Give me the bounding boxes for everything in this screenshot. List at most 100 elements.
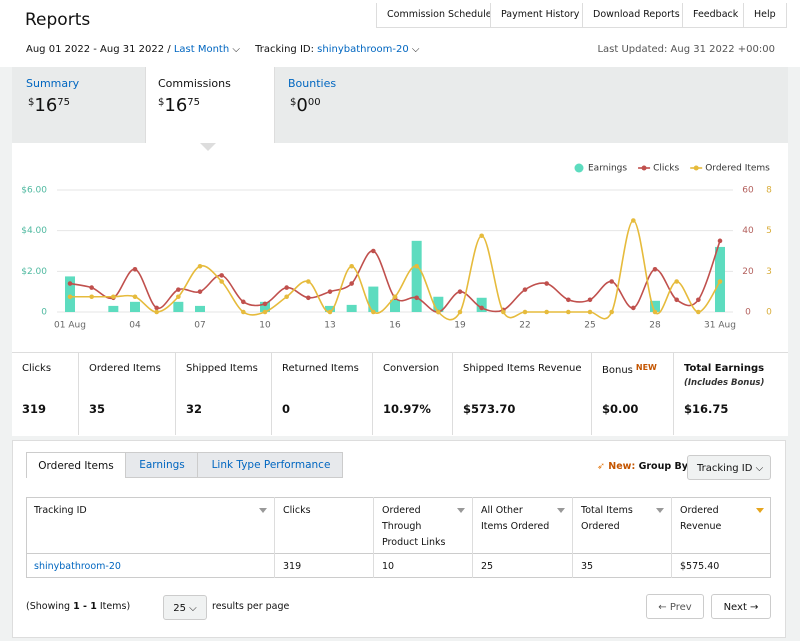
stat-value: 0 [282, 402, 291, 416]
tracking-label: Tracking ID: [255, 44, 314, 55]
point [349, 281, 354, 286]
report-tab[interactable]: Earnings [139, 459, 185, 471]
point [674, 297, 679, 303]
group-select[interactable]: Tracking ID ⌵ [687, 455, 771, 480]
nav-button[interactable]: Download Reports [582, 3, 691, 28]
table-cell[interactable]: shinybathroom-20 [34, 561, 121, 572]
point [197, 263, 203, 269]
table-cell: 25 [472, 553, 572, 578]
column-title: Tracking ID [34, 505, 87, 516]
whole: 16 [164, 95, 188, 116]
table-cell: 10 [373, 553, 472, 578]
page-title: Reports [25, 10, 91, 30]
point [457, 309, 463, 315]
legend-label: Ordered Items [705, 164, 770, 174]
point [89, 294, 94, 300]
column-header[interactable]: Clicks [274, 497, 373, 553]
currency: $ [28, 97, 35, 108]
point [414, 263, 419, 269]
tick-label: 5 [766, 226, 772, 236]
stat-label-text: Bonus [602, 365, 633, 376]
column-header[interactable]: Tracking ID [26, 497, 274, 553]
stat-value: $16.75 [684, 402, 729, 416]
tick-label: 60 [742, 186, 754, 196]
bar [368, 286, 379, 312]
chart: 0 $2.00 $4.00 $6.00 0 20 40 60 0 3 5 8 01 Aug 04 07 10 1… [12, 143, 788, 352]
sort-arrow [457, 508, 465, 513]
x-tick-label: 25 [584, 321, 595, 331]
prev-button[interactable]: ← Prev [646, 594, 704, 619]
table-cell: 35 [572, 553, 671, 578]
point [327, 309, 333, 315]
stat-note: (Includes Bonus) [684, 378, 765, 388]
new-badge: NEW [635, 363, 657, 372]
point [479, 233, 484, 239]
legend-label: Clicks [653, 164, 679, 174]
next-text: Next [723, 602, 747, 613]
sort-arrow [756, 508, 764, 513]
commissions-tab[interactable]: Commissions [158, 77, 231, 90]
bar [108, 305, 119, 312]
column-header[interactable]: Ordered Revenue [671, 497, 771, 553]
table-border [26, 497, 771, 578]
point [696, 297, 701, 303]
stat-label: Ordered Items [89, 363, 161, 374]
bar [411, 240, 422, 312]
nav-button[interactable]: Payment History [490, 3, 591, 28]
point [262, 301, 268, 307]
x-tick-label: 07 [194, 321, 205, 331]
bounties-tab[interactable]: Bounties [288, 77, 337, 90]
group-label: Group By: [638, 461, 692, 472]
report-tab[interactable]: Link Type Performance [197, 452, 344, 478]
point [544, 281, 549, 286]
point [609, 309, 614, 315]
legend-marker [574, 163, 584, 173]
bar [433, 296, 444, 312]
stat-cell: Total Earnings (Includes Bonus) $16.75 [673, 352, 789, 435]
stat-cell: Shipped Items Revenue $573.70 [452, 352, 592, 435]
point [479, 305, 484, 311]
x-tick-label: 28 [649, 321, 661, 331]
date-text: Aug 01 2022 - Aug 31 2022 / [26, 44, 171, 55]
whole: 0 [296, 95, 308, 116]
selected-tab [145, 67, 275, 144]
tick-label: 3 [766, 267, 772, 277]
nav-button[interactable]: Commission Schedule [376, 3, 503, 28]
next-button[interactable]: Next → [711, 594, 771, 619]
bar [130, 301, 140, 312]
fraction: 75 [57, 97, 71, 108]
stat-label: Clicks [22, 363, 51, 374]
stat-label-text: Clicks [22, 363, 52, 374]
column-header[interactable]: Total Items Ordered [572, 497, 671, 553]
per-page-select[interactable]: 25 ⌵ [163, 595, 207, 620]
column-header[interactable]: All Other Items Ordered [472, 497, 572, 553]
stat-value: $0.00 [602, 402, 639, 416]
column-title: Total Items Ordered [581, 505, 633, 532]
rocket-icon: ➶ [597, 461, 605, 472]
currency: $ [290, 97, 297, 108]
x-tick-label: 22 [519, 321, 530, 331]
point [132, 294, 138, 300]
nav-button[interactable]: Feedback [682, 3, 750, 28]
x-tick-label: 19 [454, 321, 466, 331]
stat-value: $573.70 [463, 402, 516, 416]
tick-label: $6.00 [21, 186, 47, 196]
summary-tab[interactable]: Summary [26, 77, 80, 90]
report-tab-active[interactable]: Ordered Items [26, 452, 126, 478]
column-header[interactable]: Ordered Through Product Links [373, 497, 472, 553]
point [349, 263, 354, 269]
point [176, 294, 181, 300]
period-link[interactable]: Last Month [173, 44, 230, 55]
bar [173, 301, 184, 312]
point [371, 309, 376, 315]
nav-button[interactable]: Help [743, 3, 787, 28]
showing-prefix: (Showing [26, 601, 71, 612]
tick-label: $4.00 [21, 226, 47, 236]
point [522, 309, 528, 315]
showing-suffix: Items) [99, 601, 131, 612]
stat-cell: Bonus NEW $0.00 [591, 352, 674, 435]
group-value: Tracking ID [697, 463, 753, 474]
tracking-link[interactable]: shinybathroom-20 [317, 44, 409, 55]
point [652, 267, 658, 272]
point [197, 289, 203, 294]
